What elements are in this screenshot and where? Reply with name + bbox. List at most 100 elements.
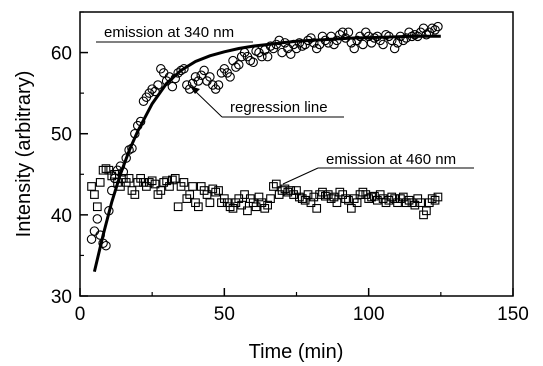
point-460nm-7 — [107, 171, 117, 181]
point-340nm-28 — [167, 81, 178, 92]
y-tick-label-0: 30 — [51, 287, 72, 308]
point-460nm-1 — [90, 190, 99, 199]
regression-line — [92, 34, 441, 273]
annotation-460nm: emission at 460 nm — [282, 151, 474, 185]
point-460nm-35 — [188, 182, 197, 191]
point-340nm-69 — [285, 49, 296, 59]
point-460nm-118 — [427, 194, 437, 203]
plot-marks — [86, 21, 443, 273]
point-340nm-23 — [153, 80, 163, 90]
point-460nm-21 — [147, 176, 157, 186]
x-tick-label-1: 50 — [214, 304, 235, 325]
point-340nm-0 — [86, 234, 97, 244]
point-460nm-15 — [130, 190, 140, 199]
point-340nm-51 — [234, 59, 244, 70]
point-460nm-103 — [384, 195, 394, 205]
point-340nm-87 — [337, 27, 348, 38]
point-460nm-32 — [179, 178, 189, 187]
annotation-340nm: emission at 340 nm — [96, 24, 253, 43]
point-340nm-61 — [262, 51, 273, 62]
point-340nm-56 — [248, 57, 258, 68]
point-460nm-112 — [410, 200, 420, 210]
point-340nm-1 — [89, 226, 100, 236]
point-460nm-104 — [387, 192, 397, 202]
point-340nm-39 — [199, 65, 209, 76]
point-460nm-22 — [150, 179, 160, 189]
point-460nm-60 — [260, 204, 270, 213]
point-460nm-52 — [237, 200, 247, 210]
point-340nm-101 — [378, 39, 388, 50]
point-460nm-58 — [254, 192, 264, 202]
point-340nm-41 — [205, 72, 215, 82]
point-340nm-32 — [179, 64, 189, 74]
point-460nm-3 — [95, 178, 105, 187]
point-460nm-41 — [205, 198, 215, 208]
point-460nm-27 — [165, 182, 174, 191]
annotation-regression-arrowhead — [190, 86, 200, 94]
annotation-regression-pointer — [193, 89, 223, 118]
annotation-regression: regression line — [190, 86, 344, 118]
point-340nm-2 — [92, 214, 103, 224]
point-340nm-120 — [433, 21, 443, 32]
point-460nm-44 — [214, 186, 223, 195]
point-460nm-114 — [416, 198, 425, 208]
point-460nm-64 — [271, 179, 281, 189]
annotation-460nm-label: emission at 460 nm — [326, 151, 456, 168]
point-460nm-77 — [309, 192, 319, 202]
point-460nm-61 — [263, 200, 272, 210]
point-460nm-119 — [430, 195, 440, 205]
x-tick-label-2: 100 — [353, 304, 385, 325]
point-460nm-54 — [243, 206, 252, 216]
point-460nm-49 — [228, 204, 238, 213]
point-460nm-67 — [280, 184, 290, 194]
point-460nm-26 — [162, 176, 171, 186]
point-340nm-50 — [231, 62, 241, 72]
y-tick-label-3: 60 — [51, 44, 72, 65]
point-340nm-94 — [358, 39, 368, 50]
x-tick-label-0: 0 — [75, 304, 86, 325]
point-460nm-109 — [401, 198, 411, 208]
annotation-regression-label: regression line — [230, 99, 328, 116]
x-tick-label-3: 150 — [497, 304, 529, 325]
point-460nm-76 — [306, 198, 316, 208]
point-340nm-76 — [306, 33, 316, 43]
point-460nm-63 — [269, 182, 278, 191]
point-340nm-59 — [257, 51, 267, 62]
point-460nm-20 — [144, 178, 154, 187]
annotation-460nm-pointer — [282, 167, 319, 185]
y-tick-label-2: 50 — [51, 125, 72, 146]
point-460nm-86 — [335, 187, 345, 197]
point-460nm-66 — [277, 186, 287, 195]
point-340nm-77 — [309, 38, 319, 48]
point-460nm-99 — [372, 195, 382, 205]
point-460nm-96 — [364, 194, 374, 203]
point-460nm-30 — [173, 202, 183, 212]
point-340nm-91 — [349, 43, 359, 54]
point-460nm-90 — [346, 204, 356, 213]
axis-ticks: 0 50 100 150 30 40 50 60 — [51, 11, 529, 325]
point-460nm-79 — [315, 190, 324, 199]
point-460nm-120 — [433, 192, 443, 202]
point-460nm-93 — [355, 190, 365, 199]
point-460nm-0 — [87, 182, 96, 191]
point-460nm-110 — [404, 195, 414, 205]
point-460nm-78 — [312, 204, 322, 213]
point-460nm-85 — [332, 198, 342, 208]
point-340nm-44 — [213, 80, 224, 90]
point-460nm-71 — [292, 186, 301, 195]
point-340nm-105 — [389, 43, 400, 54]
point-460nm-94 — [358, 187, 368, 197]
point-460nm-102 — [381, 198, 391, 208]
point-340nm-48 — [225, 72, 235, 82]
point-460nm-43 — [211, 187, 221, 197]
point-340nm-119 — [430, 25, 440, 35]
point-460nm-72 — [295, 192, 304, 202]
point-460nm-37 — [194, 202, 203, 212]
point-340nm-89 — [343, 27, 354, 38]
x-axis-title: Time (min) — [249, 341, 344, 363]
point-460nm-88 — [341, 194, 350, 203]
y-axis-title: Intensity (arbitrary) — [13, 71, 35, 238]
point-340nm-106 — [392, 38, 403, 48]
point-460nm-42 — [208, 184, 218, 194]
